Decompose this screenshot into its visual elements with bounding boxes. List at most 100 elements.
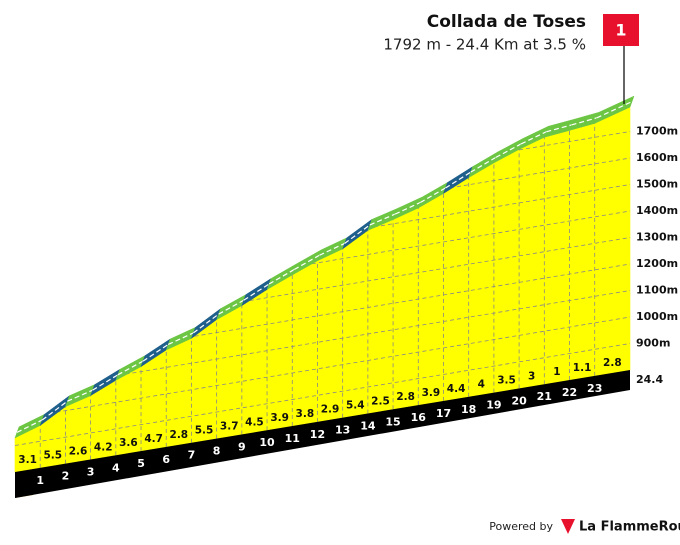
- road-center: [67, 389, 93, 402]
- area-segment: [594, 106, 631, 377]
- powered-by: Powered by: [489, 520, 553, 533]
- road-center: [445, 171, 472, 189]
- road-center: [218, 299, 245, 315]
- gradient-label: 3.5: [497, 374, 516, 386]
- road-center: [319, 242, 345, 256]
- area-segment: [241, 288, 268, 435]
- y-tick-label: 900m: [636, 337, 670, 350]
- km-label: 8: [213, 445, 221, 458]
- km-label: 12: [310, 428, 325, 441]
- area-segment: [342, 229, 369, 419]
- grid-line: [15, 316, 630, 420]
- km-label: 18: [461, 403, 476, 416]
- gradient-label: 4.7: [144, 433, 163, 445]
- road-center: [394, 201, 421, 215]
- flag: [603, 14, 639, 46]
- road-center: [419, 187, 446, 204]
- road-center: [520, 131, 547, 145]
- km-label: 3: [87, 465, 95, 478]
- gradient-label: 4.5: [245, 416, 264, 428]
- km-label: 22: [562, 386, 577, 399]
- road-center: [470, 156, 497, 173]
- area-segment: [417, 192, 444, 406]
- km-label: 11: [285, 432, 300, 445]
- y-tick-label: 1300m: [636, 231, 678, 244]
- area-segment: [468, 162, 495, 398]
- km-label: 7: [188, 449, 196, 462]
- profile-area: [14, 106, 631, 498]
- profile-surface: [14, 95, 635, 439]
- km-label: 14: [360, 419, 376, 432]
- grid-line: [15, 290, 630, 393]
- y-tick-label: 1700m: [636, 125, 678, 138]
- gradient-label: 2.8: [396, 391, 415, 403]
- gradient-label: 3.6: [119, 437, 138, 449]
- gradient-label: 5.4: [346, 400, 365, 412]
- road-center: [268, 268, 295, 285]
- road-center: [546, 124, 572, 133]
- grid-line: [15, 210, 630, 314]
- summit-marker: 1: [615, 21, 626, 40]
- road-center: [193, 313, 219, 334]
- km-label: 16: [411, 411, 427, 424]
- area-segment: [367, 219, 394, 414]
- area-segment: [291, 260, 318, 427]
- area-segment: [317, 248, 343, 423]
- road-center: [571, 117, 597, 126]
- road-center: [142, 343, 169, 362]
- gradient-label: 3.9: [270, 412, 289, 424]
- road-center: [369, 213, 396, 226]
- km-label: 19: [486, 399, 501, 412]
- gradient-label: 3.7: [220, 420, 239, 432]
- gradient-label: 4.4: [447, 383, 466, 395]
- road-center: [41, 400, 68, 421]
- brand-logo: [561, 519, 575, 534]
- road-center: [117, 360, 144, 376]
- distance-label: 24.4: [636, 373, 663, 386]
- km-label: 5: [137, 457, 145, 470]
- y-tick-label: 1500m: [636, 178, 678, 191]
- area-segment: [216, 305, 243, 439]
- grid-line: [15, 263, 630, 367]
- km-label: 10: [259, 436, 275, 449]
- area-segment: [544, 130, 570, 385]
- km-label: 13: [335, 424, 350, 437]
- km-label: 21: [537, 390, 552, 403]
- km-label: 15: [385, 415, 400, 428]
- area-segment: [392, 207, 419, 410]
- km-label: 4: [112, 461, 120, 474]
- gradient-label: 3.9: [422, 387, 441, 399]
- gradient-label: 3.8: [296, 408, 315, 420]
- road-center: [293, 254, 320, 271]
- gradient-label: 2.8: [603, 357, 622, 369]
- grid-line: [15, 237, 630, 340]
- gradient-label: 2.9: [321, 404, 340, 416]
- gradient-label: 1: [553, 366, 560, 378]
- brand: La FlammeRouge: [579, 520, 680, 535]
- gradient-label: 3: [528, 370, 535, 382]
- chart-subtitle: 1792 m - 24.4 Km at 3.5 %: [383, 36, 586, 54]
- y-tick-label: 1200m: [636, 257, 678, 270]
- road-center: [243, 283, 270, 301]
- km-band: [15, 370, 630, 498]
- road-center: [167, 332, 194, 346]
- road-center: [344, 224, 371, 244]
- km-label: 6: [162, 453, 170, 466]
- road-center: [495, 143, 522, 158]
- gradient-label: 4: [478, 379, 485, 391]
- gradient-label: 2.5: [371, 395, 390, 407]
- labels: 900m 1000m 1100m 1200m 1300m 1400m 1500m 1600m 1…: [15, 125, 678, 498]
- area-segment: [443, 177, 469, 402]
- area-segment: [569, 122, 596, 381]
- area-segment: [493, 148, 520, 393]
- y-tick-label: 1600m: [636, 151, 678, 164]
- km-label: 9: [238, 440, 246, 453]
- km-label: 1: [36, 474, 44, 487]
- y-tick-label: 1000m: [636, 310, 678, 323]
- gradient-label: 5.5: [195, 425, 214, 437]
- gradient-label: 1.1: [573, 362, 592, 374]
- road-center: [596, 101, 633, 119]
- km-label: 17: [436, 407, 451, 420]
- gradient-label: 2.8: [170, 429, 189, 441]
